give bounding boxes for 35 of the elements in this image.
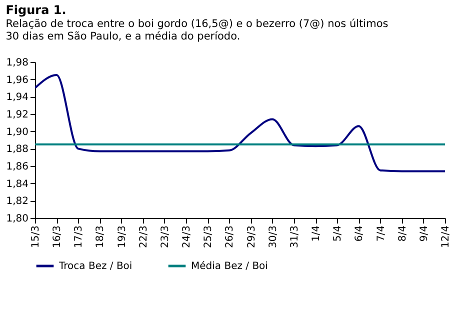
y-tick-label: 1,98	[6, 58, 28, 68]
y-tick-label: 1,88	[6, 144, 28, 156]
x-tick-label: 6/4	[354, 226, 366, 242]
x-tick-label: 26/3	[224, 226, 236, 248]
x-tick-label: 16/3	[52, 226, 64, 248]
x-tick-label: 1/4	[311, 226, 322, 242]
x-tick-label: 8/4	[397, 226, 408, 242]
chart-title: Figura 1.	[6, 3, 66, 17]
x-tick-label: 22/3	[138, 226, 150, 248]
x-tick-label: 19/3	[116, 226, 128, 248]
x-tick-label: 25/3	[203, 226, 214, 248]
x-tick-label: 29/3	[246, 226, 258, 248]
y-tick-label: 1,94	[6, 92, 28, 104]
y-tick-label: 1,86	[6, 162, 28, 172]
y-tick-label: 1,80	[6, 214, 28, 224]
x-tick-label: 23/3	[160, 226, 171, 248]
line-series	[35, 74, 445, 172]
x-tick-label: 7/4	[376, 226, 387, 242]
y-tick-label: 1,84	[6, 178, 28, 190]
chart-subtitle: Relação de troca entre o boi gordo (16,5@) e o bezerro (7@) nos últimos 30 dias em São Paulo, e a média do período.	[6, 18, 388, 42]
legend-label: Média Bez / Boi	[191, 261, 268, 272]
y-tick-label: 1,90	[6, 126, 28, 138]
x-tick-label: 31/3	[289, 226, 300, 248]
x-tick-label: 24/3	[182, 226, 193, 248]
x-tick-label: 30/3	[268, 226, 279, 248]
y-tick-label: 1,82	[6, 196, 28, 208]
x-tick-label: 5/4	[332, 226, 344, 242]
y-tick-label: 1,96	[6, 74, 28, 86]
x-tick-label: 17/3	[74, 226, 85, 248]
x-tick-label: 18/3	[95, 226, 106, 248]
x-tick-label: 15/3	[30, 226, 42, 248]
x-tick-label: 12/4	[440, 226, 452, 248]
x-tick-label: 9/4	[418, 226, 430, 242]
y-tick-label: 1,92	[6, 110, 28, 120]
legend-label: Troca Bez / Boi	[58, 261, 132, 272]
